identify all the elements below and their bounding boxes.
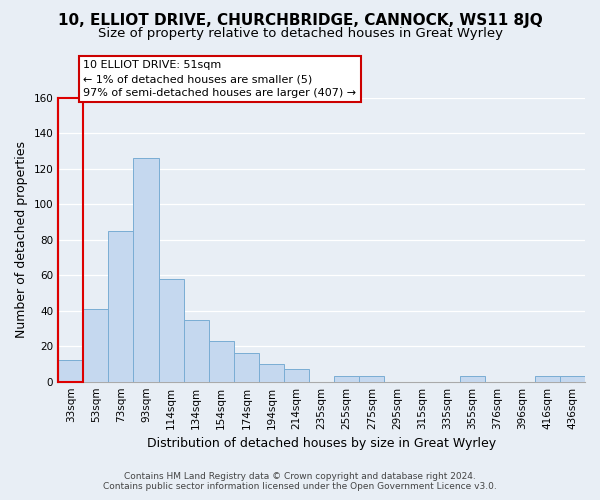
Bar	[209, 341, 234, 382]
Bar	[158, 279, 184, 382]
Bar	[58, 360, 83, 382]
Text: 10 ELLIOT DRIVE: 51sqm
← 1% of detached houses are smaller (5)
97% of semi-detac: 10 ELLIOT DRIVE: 51sqm ← 1% of detached …	[83, 60, 356, 98]
Bar	[109, 231, 133, 382]
Bar	[560, 376, 585, 382]
Bar	[133, 158, 158, 382]
Bar	[259, 364, 284, 382]
Text: 10, ELLIOT DRIVE, CHURCHBRIDGE, CANNOCK, WS11 8JQ: 10, ELLIOT DRIVE, CHURCHBRIDGE, CANNOCK,…	[58, 12, 542, 28]
Text: Size of property relative to detached houses in Great Wyrley: Size of property relative to detached ho…	[97, 28, 503, 40]
Bar	[58, 98, 83, 382]
Bar	[535, 376, 560, 382]
Y-axis label: Number of detached properties: Number of detached properties	[15, 142, 28, 338]
Bar	[234, 354, 259, 382]
Bar	[284, 370, 309, 382]
X-axis label: Distribution of detached houses by size in Great Wyrley: Distribution of detached houses by size …	[147, 437, 496, 450]
Bar	[334, 376, 359, 382]
Text: Contains HM Land Registry data © Crown copyright and database right 2024.: Contains HM Land Registry data © Crown c…	[124, 472, 476, 481]
Bar	[184, 320, 209, 382]
Bar	[359, 376, 385, 382]
Text: Contains public sector information licensed under the Open Government Licence v3: Contains public sector information licen…	[103, 482, 497, 491]
Bar	[460, 376, 485, 382]
Bar	[83, 309, 109, 382]
